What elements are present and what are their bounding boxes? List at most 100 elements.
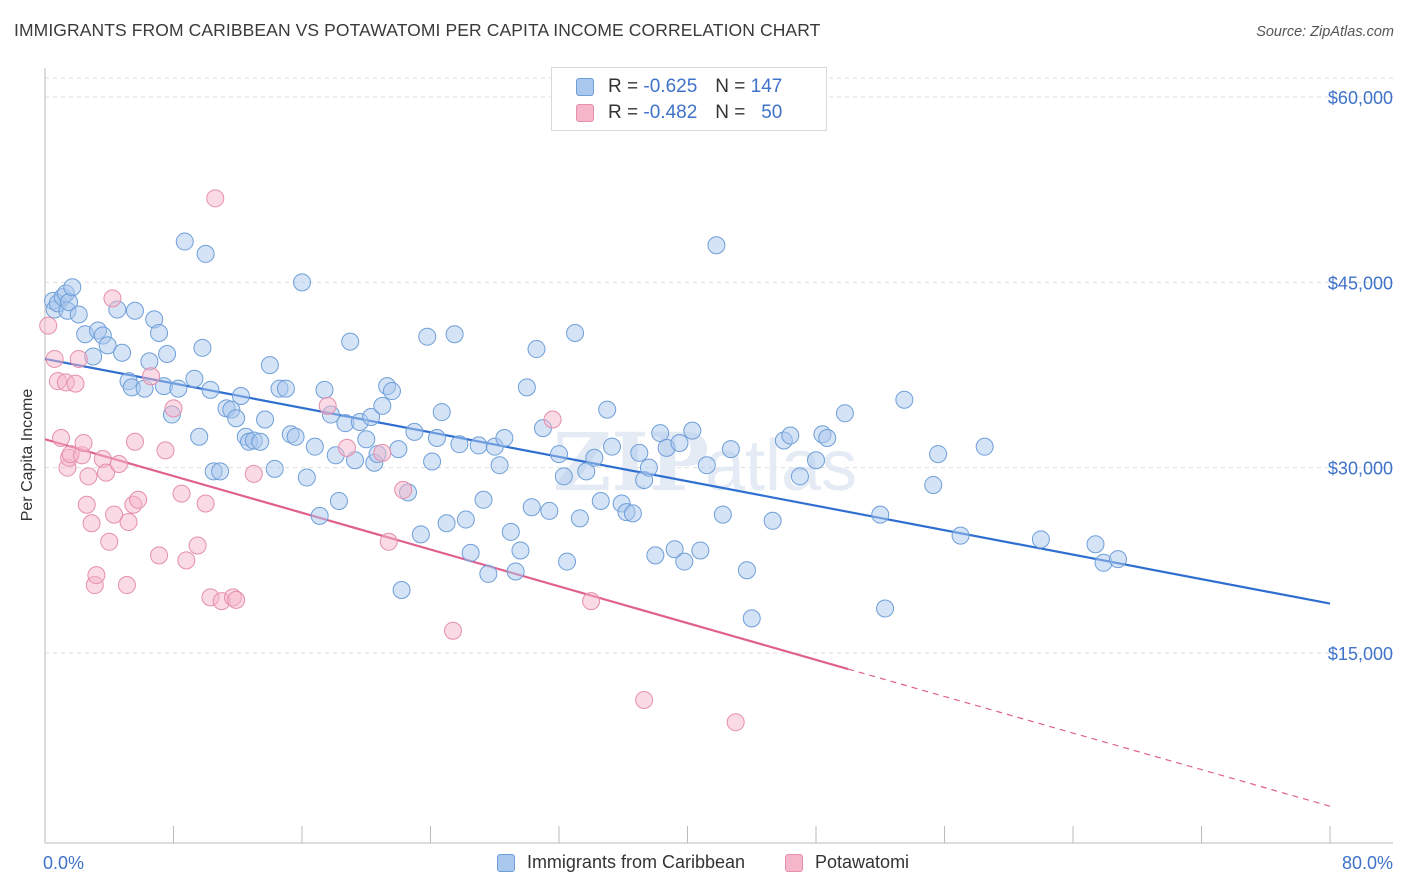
point-caribbean <box>193 338 212 357</box>
point-potawatomi <box>582 592 601 611</box>
point-caribbean <box>742 609 761 628</box>
point-caribbean <box>231 387 250 406</box>
point-caribbean <box>713 505 732 524</box>
point-caribbean <box>924 475 943 494</box>
point-caribbean <box>392 580 411 599</box>
point-caribbean <box>495 429 514 448</box>
point-caribbean <box>598 400 617 419</box>
point-potawatomi <box>177 551 196 570</box>
point-potawatomi <box>87 566 106 585</box>
r-label: R = <box>608 102 639 123</box>
x-tick-label-left: 0.0% <box>43 853 84 873</box>
point-caribbean <box>577 462 596 481</box>
point-caribbean <box>382 382 401 401</box>
point-potawatomi <box>125 432 144 451</box>
y-tick-label: $30,000 <box>1328 459 1393 479</box>
point-potawatomi <box>129 490 148 509</box>
point-potawatomi <box>196 494 215 513</box>
point-caribbean <box>591 492 610 511</box>
point-caribbean <box>98 336 117 355</box>
point-caribbean <box>211 462 230 481</box>
point-caribbean <box>437 514 456 533</box>
legend-item-potawatomi[interactable]: Potawatomi <box>785 852 909 873</box>
r-label: R = <box>608 76 639 97</box>
point-potawatomi <box>117 576 136 595</box>
legend-label: Immigrants from Caribbean <box>526 852 746 872</box>
point-potawatomi <box>66 374 85 393</box>
point-caribbean <box>554 467 573 486</box>
point-caribbean <box>639 458 658 477</box>
point-caribbean <box>389 440 408 459</box>
point-potawatomi <box>337 438 356 457</box>
point-caribbean <box>196 244 215 263</box>
point-caribbean <box>517 378 536 397</box>
point-caribbean <box>474 490 493 509</box>
point-potawatomi <box>79 467 98 486</box>
point-potawatomi <box>172 484 191 503</box>
point-caribbean <box>1031 530 1050 549</box>
point-caribbean <box>1108 550 1127 569</box>
point-caribbean <box>670 433 689 452</box>
point-caribbean <box>490 456 509 475</box>
point-caribbean <box>286 427 305 446</box>
axes <box>44 68 1393 844</box>
point-potawatomi <box>379 532 398 551</box>
point-caribbean <box>265 459 284 478</box>
point-caribbean <box>456 510 475 529</box>
point-caribbean <box>158 344 177 363</box>
point-caribbean <box>630 443 649 462</box>
point-caribbean <box>479 564 498 583</box>
point-caribbean <box>1086 535 1105 554</box>
point-potawatomi <box>726 713 745 732</box>
point-potawatomi <box>77 495 96 514</box>
point-caribbean <box>623 504 642 523</box>
data-points <box>39 189 1127 732</box>
point-potawatomi <box>82 514 101 533</box>
point-caribbean <box>675 552 694 571</box>
point-potawatomi <box>142 367 161 386</box>
point-potawatomi <box>227 590 246 609</box>
point-caribbean <box>201 380 220 399</box>
y-tick-label: $45,000 <box>1328 273 1393 293</box>
point-caribbean <box>951 526 970 545</box>
point-caribbean <box>315 380 334 399</box>
grid-lines <box>45 77 1393 654</box>
point-caribbean <box>305 437 324 456</box>
point-potawatomi <box>188 536 207 555</box>
legend-swatch-blue <box>496 853 515 872</box>
point-caribbean <box>227 409 246 428</box>
point-caribbean <box>975 437 994 456</box>
point-caribbean <box>540 501 559 520</box>
point-caribbean <box>506 562 525 581</box>
point-potawatomi <box>443 621 462 640</box>
point-caribbean <box>423 452 442 471</box>
point-caribbean <box>427 429 446 448</box>
point-caribbean <box>310 506 329 525</box>
point-caribbean <box>362 408 381 427</box>
point-potawatomi <box>164 399 183 418</box>
point-potawatomi <box>156 441 175 460</box>
point-potawatomi <box>206 189 225 208</box>
tick-labels: $15,000 $30,000 $45,000 $60,000 0.0% 80.0% <box>43 88 1393 873</box>
point-caribbean <box>445 325 464 344</box>
point-caribbean <box>150 323 169 342</box>
point-potawatomi <box>74 433 93 452</box>
point-caribbean <box>185 369 204 388</box>
point-caribbean <box>69 305 88 324</box>
point-caribbean <box>511 541 530 560</box>
legend-item-caribbean[interactable]: Immigrants from Caribbean <box>496 852 746 873</box>
point-caribbean <box>450 435 469 454</box>
point-caribbean <box>807 451 825 470</box>
y-tick-label: $60,000 <box>1328 88 1393 108</box>
series-legend: Immigrants from Caribbean Potawatomi <box>0 852 1406 873</box>
point-caribbean <box>818 429 837 448</box>
point-caribbean <box>329 492 348 511</box>
point-caribbean <box>763 511 782 530</box>
point-caribbean <box>691 541 710 560</box>
n-label: N = <box>715 76 746 97</box>
point-potawatomi <box>97 463 116 482</box>
point-caribbean <box>871 505 890 524</box>
point-caribbean <box>411 525 430 544</box>
legend-label: Potawatomi <box>815 852 910 872</box>
